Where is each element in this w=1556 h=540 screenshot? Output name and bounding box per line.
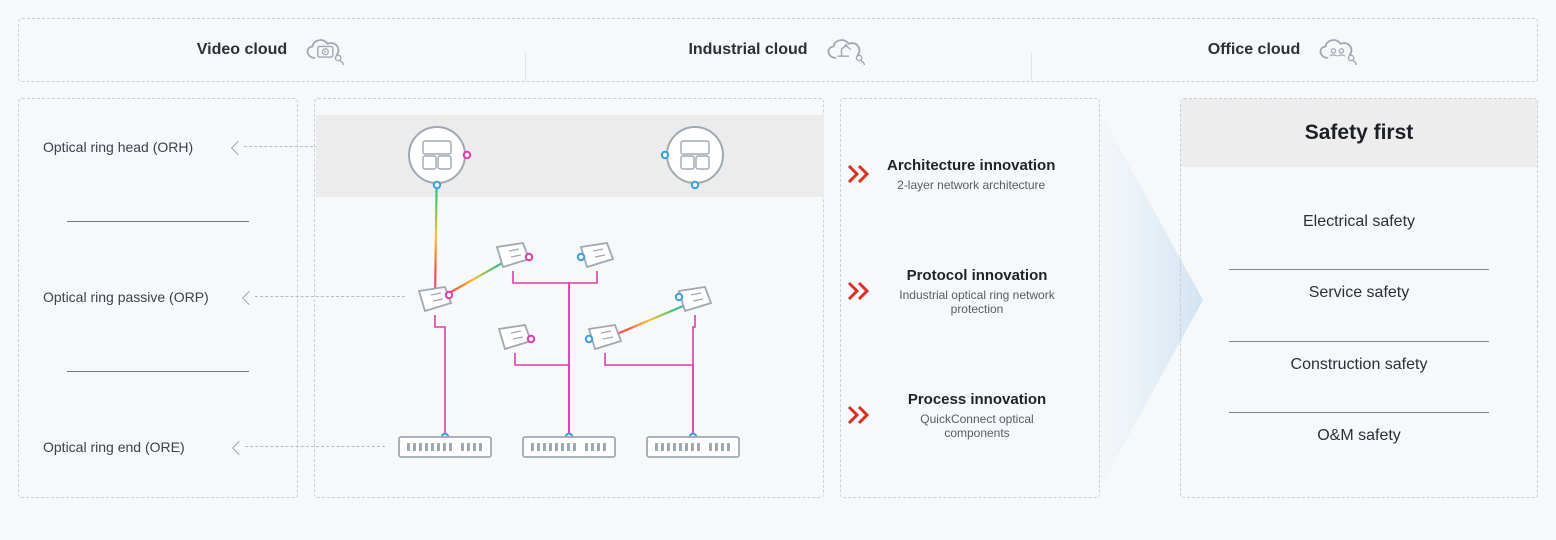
industrial-cloud-icon — [822, 35, 868, 65]
header-label: Video cloud — [197, 41, 287, 59]
header-label: Industrial cloud — [688, 41, 807, 59]
safety-item: Electrical safety — [1229, 199, 1489, 245]
orp-node — [499, 325, 531, 349]
innovation-subtitle: 2-layer network architecture — [887, 178, 1055, 192]
legend-row-orh: Optical ring head (ORH) — [43, 139, 193, 155]
callout-arrow-icon — [242, 291, 256, 305]
legend-divider — [67, 221, 249, 222]
cloud-header-band: Video cloud Industrial cloud Office clou… — [18, 18, 1538, 82]
header-cell-office: Office cloud — [1031, 35, 1537, 65]
orp-node — [497, 243, 529, 267]
orp-node — [419, 287, 451, 311]
innovation-subtitle: QuickConnect optical components — [887, 412, 1067, 440]
video-cloud-icon — [301, 35, 347, 65]
orp-node — [581, 243, 613, 267]
header-label: Office cloud — [1208, 41, 1300, 59]
callout-arrow-icon — [232, 441, 246, 455]
safety-list: Electrical safety Service safety Constru… — [1181, 167, 1537, 497]
orp-node — [679, 287, 711, 311]
safety-title: Safety first — [1181, 99, 1537, 167]
office-cloud-icon — [1314, 35, 1360, 65]
legend-label: Optical ring passive (ORP) — [43, 289, 209, 305]
innovation-item: Architecture innovation 2-layer network … — [847, 157, 1085, 192]
innovation-title: Protocol innovation — [887, 267, 1067, 284]
legend-label: Optical ring head (ORH) — [43, 139, 193, 155]
legend-label: Optical ring end (ORE) — [43, 439, 185, 455]
callout-arrow-icon — [231, 141, 245, 155]
legend-row-ore: Optical ring end (ORE) — [43, 439, 185, 455]
safety-item: Construction safety — [1229, 341, 1489, 388]
header-cell-video: Video cloud — [19, 35, 525, 65]
innovation-title: Process innovation — [887, 391, 1067, 408]
innovation-item: Protocol innovation Industrial optical r… — [847, 267, 1085, 316]
innovation-subtitle: Industrial optical ring network protecti… — [887, 288, 1067, 316]
header-cell-industrial: Industrial cloud — [525, 35, 1031, 65]
safety-item: O&M safety — [1229, 412, 1489, 459]
layer-legend-panel: Optical ring head (ORH) Optical ring pas… — [18, 98, 298, 498]
innovation-title: Architecture innovation — [887, 157, 1055, 174]
legend-row-orp: Optical ring passive (ORP) — [43, 289, 209, 305]
double-chevron-icon — [847, 281, 873, 301]
orp-node — [589, 325, 621, 349]
innovation-item: Process innovation QuickConnect optical … — [847, 391, 1085, 440]
double-chevron-icon — [847, 405, 873, 425]
topology-panel — [314, 98, 824, 498]
topology-diagram — [315, 99, 825, 499]
innovation-panel: Architecture innovation 2-layer network … — [840, 98, 1100, 498]
double-chevron-icon — [847, 164, 873, 184]
legend-divider — [67, 371, 249, 372]
safety-item: Service safety — [1229, 269, 1489, 316]
safety-panel: Safety first Electrical safety Service s… — [1180, 98, 1538, 498]
